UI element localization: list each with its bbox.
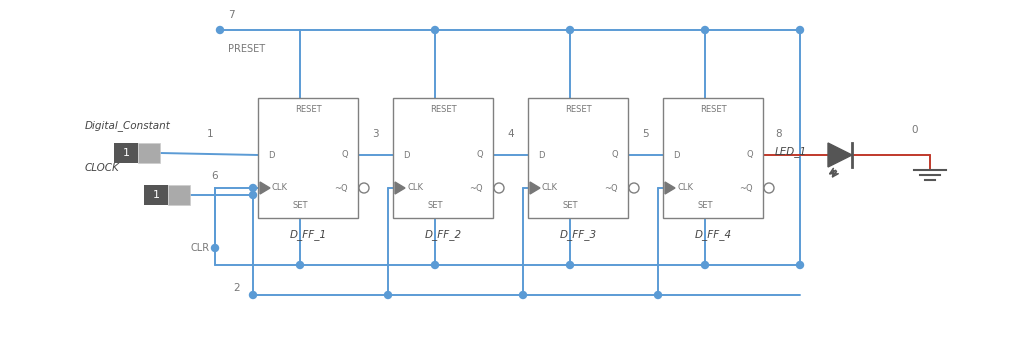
Circle shape [250, 185, 256, 191]
Text: 8: 8 [775, 129, 781, 139]
Text: CLK: CLK [677, 184, 693, 192]
Text: LED_1: LED_1 [775, 146, 807, 157]
Text: RESET: RESET [430, 106, 457, 115]
Bar [258, 98, 358, 218]
Text: Q: Q [341, 151, 348, 159]
Polygon shape [395, 182, 406, 194]
Text: RESET: RESET [699, 106, 726, 115]
Text: CLK: CLK [407, 184, 423, 192]
Text: 1: 1 [207, 129, 213, 139]
Text: D: D [403, 151, 410, 159]
Text: CLR: CLR [190, 243, 210, 253]
Text: 4: 4 [507, 129, 514, 139]
Circle shape [566, 261, 573, 269]
Circle shape [519, 292, 526, 298]
Text: 6: 6 [212, 171, 218, 181]
Circle shape [701, 261, 709, 269]
Text: Digital_Constant: Digital_Constant [85, 120, 171, 131]
Circle shape [250, 292, 256, 298]
Text: CLOCK: CLOCK [85, 163, 120, 173]
Text: CLK: CLK [542, 184, 558, 192]
Polygon shape [665, 182, 675, 194]
Bar [138, 143, 160, 163]
Text: RESET: RESET [295, 106, 322, 115]
Text: SET: SET [562, 201, 578, 211]
Text: Q: Q [476, 151, 483, 159]
Bar [528, 98, 628, 218]
Circle shape [384, 292, 391, 298]
Text: ~Q: ~Q [335, 184, 348, 192]
Text: 5: 5 [642, 129, 649, 139]
Text: SET: SET [292, 201, 308, 211]
Bar [663, 98, 763, 218]
Text: D_FF_3: D_FF_3 [559, 229, 597, 240]
Polygon shape [260, 182, 270, 194]
Text: 0: 0 [911, 125, 919, 135]
Circle shape [494, 183, 504, 193]
Circle shape [250, 191, 256, 199]
Text: ~Q: ~Q [739, 184, 753, 192]
Circle shape [764, 183, 774, 193]
Circle shape [797, 26, 804, 34]
Polygon shape [828, 143, 852, 167]
Text: D_FF_1: D_FF_1 [290, 229, 327, 240]
Bar [168, 185, 190, 205]
Circle shape [431, 26, 438, 34]
Text: RESET: RESET [564, 106, 591, 115]
Circle shape [629, 183, 639, 193]
Text: Q: Q [746, 151, 753, 159]
Bar [393, 98, 493, 218]
Text: D_FF_4: D_FF_4 [694, 229, 731, 240]
Circle shape [654, 292, 662, 298]
Text: CLK: CLK [272, 184, 288, 192]
Circle shape [359, 183, 369, 193]
Text: ~Q: ~Q [469, 184, 483, 192]
Text: D: D [673, 151, 680, 159]
Circle shape [431, 261, 438, 269]
Text: D: D [538, 151, 545, 159]
Circle shape [216, 26, 223, 34]
Text: SET: SET [427, 201, 442, 211]
Text: 2: 2 [233, 283, 240, 293]
Text: Q: Q [611, 151, 618, 159]
Bar [114, 143, 138, 163]
Bar [144, 185, 168, 205]
Text: PRESET: PRESET [228, 44, 265, 54]
Text: 3: 3 [372, 129, 379, 139]
Text: 1: 1 [123, 148, 129, 158]
Circle shape [701, 26, 709, 34]
Text: D: D [268, 151, 274, 159]
Circle shape [212, 245, 218, 251]
Text: 7: 7 [228, 10, 234, 20]
Text: ~Q: ~Q [604, 184, 618, 192]
Circle shape [566, 26, 573, 34]
Circle shape [297, 261, 303, 269]
Text: D_FF_2: D_FF_2 [424, 229, 462, 240]
Circle shape [797, 261, 804, 269]
Text: SET: SET [697, 201, 713, 211]
Polygon shape [530, 182, 540, 194]
Text: 1: 1 [153, 190, 160, 200]
